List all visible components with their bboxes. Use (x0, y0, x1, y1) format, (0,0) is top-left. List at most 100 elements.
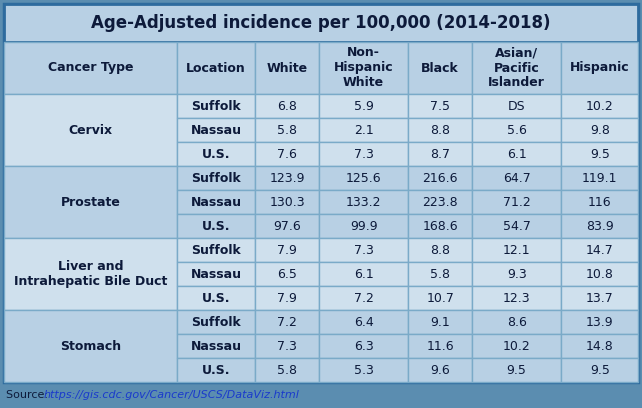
Text: 8.7: 8.7 (430, 148, 450, 160)
Bar (177, 358, 256, 382)
Text: 54.7: 54.7 (503, 220, 530, 233)
Bar (408, 142, 472, 166)
Bar (408, 334, 472, 358)
Bar (408, 262, 472, 286)
Bar (256, 118, 319, 142)
Bar (319, 334, 408, 358)
Bar (177, 334, 256, 358)
Text: U.S.: U.S. (202, 364, 230, 377)
Text: 12.3: 12.3 (503, 291, 530, 304)
Bar (177, 262, 256, 286)
Bar (177, 286, 256, 310)
Bar (472, 334, 562, 358)
Bar (319, 262, 408, 286)
Text: 6.5: 6.5 (277, 268, 297, 281)
Bar (472, 238, 562, 262)
Text: Suffolk: Suffolk (191, 100, 241, 113)
Text: Suffolk: Suffolk (191, 244, 241, 257)
Text: 130.3: 130.3 (269, 195, 305, 208)
Bar (4, 4, 638, 42)
Text: 223.8: 223.8 (422, 195, 458, 208)
Text: 14.8: 14.8 (586, 339, 614, 353)
Text: Suffolk: Suffolk (191, 171, 241, 184)
Bar (562, 262, 638, 286)
Text: Age-Adjusted incidence per 100,000 (2014-2018): Age-Adjusted incidence per 100,000 (2014… (91, 14, 551, 32)
Text: 71.2: 71.2 (503, 195, 530, 208)
Text: U.S.: U.S. (202, 148, 230, 160)
Text: 10.8: 10.8 (586, 268, 614, 281)
Text: Nassau: Nassau (191, 195, 241, 208)
Text: 8.6: 8.6 (507, 315, 526, 328)
Bar (472, 214, 562, 238)
Bar (562, 118, 638, 142)
Bar (319, 310, 408, 334)
Bar (4, 238, 177, 310)
Bar (408, 214, 472, 238)
Text: Cervix: Cervix (68, 124, 112, 137)
Bar (408, 118, 472, 142)
Bar (4, 310, 177, 382)
Text: 9.5: 9.5 (590, 364, 610, 377)
Text: Non-
Hispanic
White: Non- Hispanic White (334, 47, 394, 89)
Text: 7.9: 7.9 (277, 291, 297, 304)
Text: 6.4: 6.4 (354, 315, 374, 328)
Text: 5.3: 5.3 (354, 364, 374, 377)
Text: 83.9: 83.9 (586, 220, 614, 233)
Bar (4, 94, 177, 166)
Bar (408, 166, 472, 190)
Text: 64.7: 64.7 (503, 171, 530, 184)
Bar (256, 42, 319, 94)
Bar (472, 190, 562, 214)
Text: White: White (266, 62, 308, 75)
Text: 9.8: 9.8 (590, 124, 610, 137)
Bar (319, 118, 408, 142)
Bar (177, 238, 256, 262)
Text: Stomach: Stomach (60, 339, 121, 353)
Bar (562, 42, 638, 94)
Bar (408, 190, 472, 214)
Text: 10.7: 10.7 (426, 291, 454, 304)
Bar (256, 334, 319, 358)
Bar (562, 358, 638, 382)
Text: 6.1: 6.1 (354, 268, 374, 281)
Text: 12.1: 12.1 (503, 244, 530, 257)
Text: 7.2: 7.2 (354, 291, 374, 304)
Bar (256, 142, 319, 166)
Bar (256, 214, 319, 238)
Bar (562, 166, 638, 190)
Text: 6.8: 6.8 (277, 100, 297, 113)
Bar (319, 238, 408, 262)
Text: 9.5: 9.5 (507, 364, 526, 377)
Text: 6.1: 6.1 (507, 148, 526, 160)
Bar (472, 166, 562, 190)
Bar (562, 310, 638, 334)
Text: 7.9: 7.9 (277, 244, 297, 257)
Bar (319, 166, 408, 190)
Bar (472, 358, 562, 382)
Text: 133.2: 133.2 (346, 195, 381, 208)
Bar (472, 262, 562, 286)
Text: 168.6: 168.6 (422, 220, 458, 233)
Text: 99.9: 99.9 (350, 220, 377, 233)
Text: 5.9: 5.9 (354, 100, 374, 113)
Bar (319, 190, 408, 214)
Bar (408, 238, 472, 262)
Text: 8.8: 8.8 (430, 124, 450, 137)
Bar (562, 286, 638, 310)
Bar (562, 238, 638, 262)
Bar (256, 238, 319, 262)
Text: 6.3: 6.3 (354, 339, 374, 353)
Bar (177, 42, 256, 94)
Bar (319, 42, 408, 94)
Text: 119.1: 119.1 (582, 171, 618, 184)
Text: Liver and
Intrahepatic Bile Duct: Liver and Intrahepatic Bile Duct (13, 260, 167, 288)
Text: 13.9: 13.9 (586, 315, 614, 328)
Bar (562, 334, 638, 358)
Bar (256, 286, 319, 310)
Text: 7.3: 7.3 (354, 244, 374, 257)
Bar (319, 94, 408, 118)
Bar (177, 190, 256, 214)
Bar (472, 286, 562, 310)
Bar (256, 190, 319, 214)
Text: 2.1: 2.1 (354, 124, 374, 137)
